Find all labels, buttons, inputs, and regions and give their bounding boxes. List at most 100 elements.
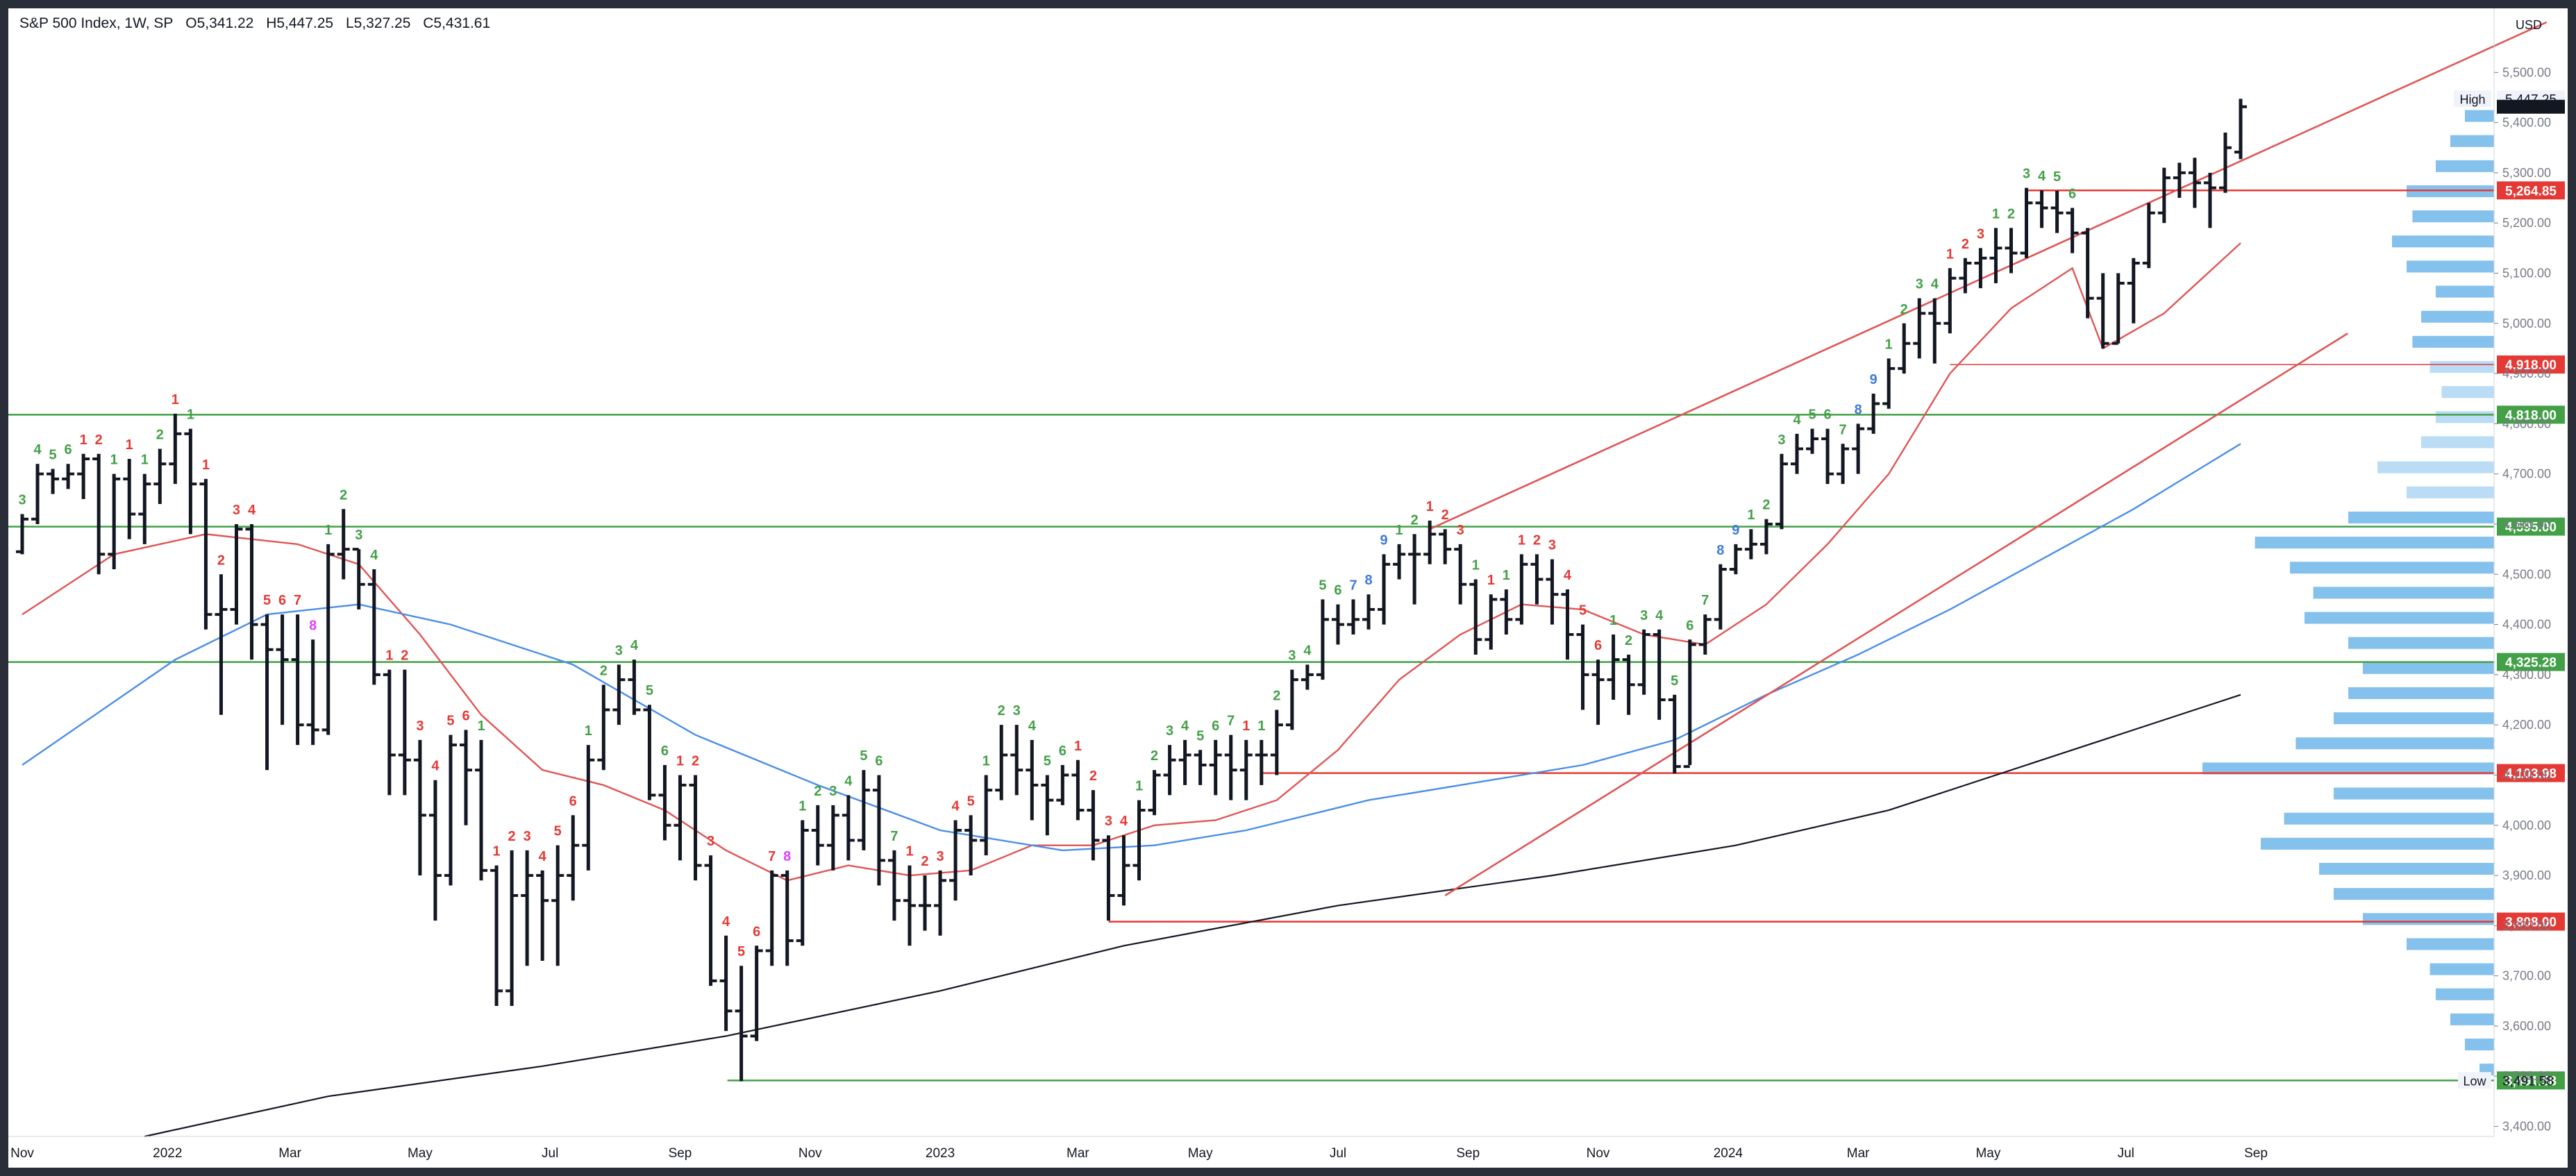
- time-tick-label: May: [408, 1146, 433, 1161]
- price-tick-label: 3,600.00: [2502, 1019, 2551, 1033]
- low-value: L5,327.25: [345, 15, 411, 31]
- volume-profile-bar: [2465, 110, 2494, 122]
- high-marker-label: High: [2459, 92, 2485, 106]
- volume-profile-bar: [2377, 461, 2494, 473]
- chart-background: [8, 8, 2568, 1168]
- time-tick-label: May: [1975, 1146, 2000, 1161]
- td-count-label: 2: [340, 487, 347, 503]
- price-tick-label: 3,700.00: [2502, 969, 2551, 983]
- volume-profile-bar: [2441, 386, 2494, 398]
- time-tick-label: 2022: [153, 1146, 182, 1161]
- level-price-label: 4,818.00: [2505, 408, 2557, 423]
- price-tick-label: 5,300.00: [2502, 166, 2551, 180]
- td-count-label: 9: [1732, 523, 1739, 538]
- time-tick-label: Mar: [278, 1146, 301, 1161]
- td-count-label: 3: [1166, 723, 1173, 739]
- td-count-label: 7: [768, 849, 776, 864]
- td-count-label: 3: [707, 834, 714, 849]
- low-marker-label: Low: [2463, 1074, 2486, 1088]
- td-count-label: 4: [1931, 277, 1939, 292]
- td-count-label: 8: [1716, 543, 1724, 558]
- volume-profile-bar: [2261, 837, 2494, 850]
- last-price-tag: [2497, 99, 2565, 114]
- td-count-label: 4: [1028, 719, 1037, 734]
- volume-profile-bar: [2334, 712, 2494, 725]
- td-count-label: 3: [1916, 277, 1923, 292]
- td-count-label: 2: [1151, 748, 1158, 764]
- level-price-tag: [2497, 517, 2565, 536]
- td-count-label: 3: [1105, 814, 1112, 829]
- td-count-label: 1: [1487, 573, 1495, 588]
- time-tick-label: May: [1188, 1146, 1213, 1161]
- td-count-label: 5: [646, 683, 653, 698]
- td-count-label: 6: [1594, 638, 1602, 653]
- td-count-label: 5: [1319, 578, 1326, 593]
- td-count-label: 1: [982, 753, 990, 768]
- moving-average-line: [22, 242, 2241, 882]
- td-count-label: 2: [1962, 237, 1969, 252]
- td-count-label: 6: [278, 593, 286, 608]
- td-count-label: 2: [1273, 688, 1280, 703]
- td-count-label: 9: [1380, 532, 1388, 548]
- volume-profile-bar: [2436, 988, 2494, 1000]
- td-count-label: 5: [2053, 169, 2061, 185]
- td-count-label: 1: [202, 457, 210, 473]
- moving-average-line: [22, 443, 2241, 852]
- td-count-label: 7: [1349, 578, 1357, 593]
- td-count-label: 1: [1135, 779, 1143, 794]
- volume-profile-bar: [2348, 687, 2494, 700]
- td-count-label: 5: [49, 447, 57, 462]
- price-tick-label: 5,100.00: [2502, 266, 2551, 280]
- level-price-tag: [2497, 405, 2565, 424]
- level-price-label: 5,264.85: [2505, 184, 2557, 199]
- level-price-tag: [2497, 355, 2565, 374]
- td-count-label: 1: [110, 453, 118, 468]
- td-count-label: 1: [1518, 532, 1525, 548]
- td-count-label: 5: [263, 593, 271, 608]
- td-count-label: 1: [1992, 206, 2000, 221]
- td-count-label: 1: [798, 799, 806, 814]
- td-count-label: 5: [737, 944, 745, 959]
- high-value: H5,447.25: [266, 15, 334, 31]
- td-count-label: 4: [539, 849, 547, 864]
- td-count-label: 3: [1977, 226, 1984, 242]
- td-count-label: 3: [937, 849, 944, 864]
- td-count-label: 2: [921, 854, 928, 869]
- price-tick-label: 5,200.00: [2502, 216, 2551, 230]
- price-tick-label: 4,800.00: [2502, 417, 2551, 430]
- weekly-ohlc-chart[interactable]: 5,264.85 4,918.00 4,818.00 4,595.00 4,325.28…: [8, 8, 2568, 1168]
- price-tick-label: 5,000.00: [2502, 317, 2551, 330]
- td-count-label: 7: [1839, 422, 1847, 437]
- time-tick-label: Nov: [10, 1146, 34, 1161]
- td-count-label: 4: [1564, 568, 1572, 583]
- td-count-label: 3: [1288, 648, 1296, 664]
- td-count-label: 2: [814, 784, 821, 799]
- time-tick-label: Mar: [1067, 1146, 1089, 1161]
- td-count-label: 3: [1548, 538, 1556, 553]
- td-count-label: 3: [18, 493, 26, 508]
- td-count-label: 7: [1701, 593, 1709, 608]
- volume-profile-bar: [2436, 411, 2494, 423]
- symbol-label[interactable]: S&P 500 Index, 1W, SP: [19, 15, 174, 31]
- time-tick-label: Sep: [669, 1146, 692, 1161]
- td-count-label: 8: [309, 618, 317, 633]
- price-tick-label: 4,300.00: [2502, 668, 2551, 682]
- price-tick-label: 4,500.00: [2502, 567, 2551, 581]
- td-count-label: 2: [95, 432, 103, 448]
- td-count-label: 6: [1212, 719, 1219, 734]
- volume-profile-bar: [2412, 210, 2494, 223]
- time-tick-label: Nov: [798, 1146, 822, 1161]
- td-count-label: 4: [370, 548, 378, 563]
- volume-profile-bar: [2429, 361, 2494, 373]
- td-count-label: 2: [692, 753, 699, 768]
- td-count-label: 1: [676, 753, 684, 768]
- td-count-label: 1: [172, 392, 179, 408]
- td-count-label: 4: [33, 442, 42, 457]
- td-count-label: 2: [401, 648, 408, 664]
- td-count-label: 3: [2023, 167, 2030, 182]
- td-count-label: 2: [1900, 302, 1908, 317]
- level-price-tag: [2497, 653, 2565, 671]
- td-count-label: 1: [126, 437, 133, 453]
- time-tick-label: Mar: [1847, 1146, 1870, 1161]
- volume-profile-bar: [2465, 1039, 2494, 1051]
